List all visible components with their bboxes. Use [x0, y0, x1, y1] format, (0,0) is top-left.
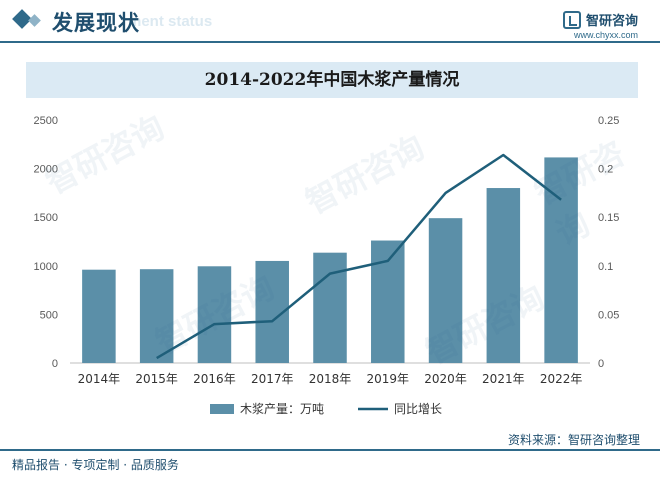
y-right-tick-label: 0.05: [598, 309, 619, 321]
legend-line-label: 同比增长: [394, 402, 442, 416]
section-subtitle: ment status: [128, 13, 213, 30]
bar: [371, 240, 405, 363]
y-right-tick-label: 0.15: [598, 212, 619, 224]
y-right-tick-label: 0.2: [598, 164, 613, 176]
y-left-tick-label: 2000: [34, 164, 58, 176]
bar: [197, 266, 232, 363]
x-tick-label: 2015年: [135, 372, 178, 386]
y-left-tick-label: 1000: [34, 261, 58, 273]
brand-url: www.chyxx.com: [573, 30, 638, 40]
chart-title: 2014-2022年中国木浆产量情况: [204, 70, 460, 90]
x-tick-label: 2018年: [309, 372, 352, 386]
chart-title-bar: 2014-2022年中国木浆产量情况: [26, 62, 638, 98]
x-tick-label: 2020年: [424, 372, 467, 386]
y-left-tick-label: 1500: [34, 212, 58, 224]
data-source: 资料来源：智研咨询整理: [507, 433, 640, 447]
y-left-tick-label: 500: [40, 309, 58, 321]
x-tick-label: 2021年: [482, 372, 525, 386]
header-divider: [0, 41, 660, 43]
bar: [544, 157, 578, 363]
y-left-tick-label: 2500: [34, 115, 58, 127]
bar: [139, 269, 174, 363]
y-right-tick-label: 0.25: [598, 115, 619, 127]
bar: [313, 252, 347, 363]
brand: 智研咨询: [562, 10, 638, 29]
y-right-tick-label: 0: [598, 358, 604, 370]
growth-line: [156, 153, 562, 360]
x-tick-label: 2022年: [540, 372, 583, 386]
footer: [0, 449, 660, 483]
bar: [486, 188, 521, 363]
bar: [82, 269, 116, 363]
footer-divider: [0, 449, 660, 451]
brand-logo-icon: [562, 10, 581, 29]
diamond-small-icon: [28, 14, 41, 27]
header: ment status 发展现状 智研咨询 www.chyxx.com: [0, 0, 660, 44]
x-tick-label: 2017年: [251, 372, 294, 386]
brand-name: 智研咨询: [585, 14, 638, 29]
x-tick-label: 2014年: [78, 372, 121, 386]
legend-bar-swatch: [210, 404, 234, 414]
y-left-tick-label: 0: [52, 358, 58, 370]
y-right-tick-label: 0.1: [598, 261, 613, 273]
chart-canvas: 0 500 1000 1500 2000 2500 0 0.05 0.1 0.15 0.2 0.25 2…: [34, 115, 620, 416]
legend-bar-label: 木浆产量：万吨: [240, 401, 324, 416]
bar: [428, 218, 463, 363]
x-tick-label: 2016年: [193, 372, 236, 386]
footer-slogan: 精品报告 · 专项定制 · 品质服务: [12, 458, 179, 472]
section-title: 发展现状: [52, 11, 140, 35]
x-tick-label: 2019年: [367, 372, 410, 386]
